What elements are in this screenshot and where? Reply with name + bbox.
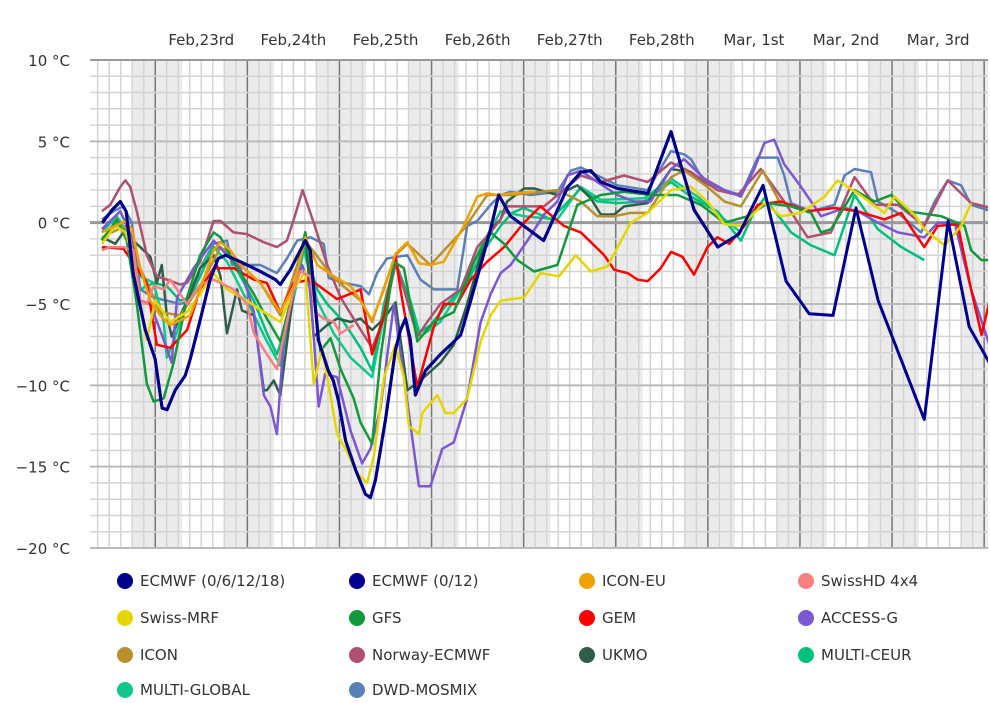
y-tick-label: 0 °C [38,215,70,233]
y-tick-label: −15 °C [16,459,70,477]
series-line-ecmwf-0-6-12-18 [101,130,720,500]
series-line-gem [101,200,988,389]
x-tick-label: Feb,23rd [168,31,234,49]
legend-dot-icon [798,610,814,626]
legend-label: DWD-MOSMIX [372,681,478,699]
legend-item[interactable]: ACCESS-G [798,608,898,628]
legend-label: ECMWF (0/6/12/18) [140,572,286,590]
y-tick-label: −20 °C [16,540,70,558]
legend-dot-icon [117,610,133,626]
legend-label: ICON [140,646,178,664]
legend-dot-icon [117,682,133,698]
legend-dot-icon [579,610,595,626]
temperature-chart: 10 °C 5 °C 0 °C −5 °C −10 °C −15 °C −20 °C Feb… [16,31,988,558]
x-axis: Feb,23rd Feb,24th Feb,25th Feb,26th Feb,27th… [168,31,969,49]
legend-dot-icon [579,647,595,663]
x-tick-label: Feb,25th [353,31,419,49]
legend-label: Norway-ECMWF [372,646,491,664]
legend-item[interactable]: MULTI-CEUR [798,645,912,665]
legend-label: ECMWF (0/12) [372,572,479,590]
series-line-gfs [100,188,988,446]
legend-dot-icon [349,682,365,698]
legend-dot-icon [349,573,365,589]
y-axis: 10 °C 5 °C 0 °C −5 °C −10 °C −15 °C −20 °C [16,52,70,558]
legend-item[interactable]: ICON-EU [579,571,666,591]
legend-label: Swiss-MRF [140,609,219,627]
legend-label: MULTI-CEUR [821,646,912,664]
legend-label: MULTI-GLOBAL [140,681,250,699]
x-tick-label: Feb,27th [537,31,603,49]
legend-dot-icon [349,610,365,626]
legend-item[interactable]: UKMO [579,645,648,665]
legend-item[interactable]: ICON [117,645,178,665]
legend-item[interactable]: ECMWF (0/6/12/18) [117,571,285,591]
legend-dot-icon [798,647,814,663]
legend-label: ICON-EU [602,572,666,590]
legend-item[interactable]: GEM [579,608,636,628]
x-tick-label: Feb,28th [629,31,695,49]
legend: ECMWF (0/6/12/18) ECMWF (0/12) ICON-EU Swis… [0,563,990,703]
legend-item[interactable]: SwissHD 4x4 [798,571,918,591]
y-tick-label: −5 °C [25,296,70,314]
legend-label: ACCESS-G [821,609,899,627]
x-tick-label: Feb,24th [260,31,326,49]
legend-dot-icon [117,573,133,589]
legend-dot-icon [349,647,365,663]
legend-label: GEM [602,609,637,627]
y-tick-label: −10 °C [16,377,70,395]
legend-dot-icon [117,647,133,663]
x-tick-label: Feb,26th [445,31,511,49]
legend-label: SwissHD 4x4 [821,572,919,590]
legend-item[interactable]: Norway-ECMWF [349,645,490,665]
y-tick-label: 10 °C [28,52,70,70]
legend-item[interactable]: ECMWF (0/12) [349,571,479,591]
series-line-swiss-mrf [100,179,973,485]
series-line-icon-eu [101,190,535,327]
legend-item[interactable]: GFS [349,608,402,628]
legend-dot-icon [579,573,595,589]
legend-item[interactable]: Swiss-MRF [117,608,219,628]
legend-label: GFS [372,609,402,627]
x-tick-label: Mar, 1st [723,31,784,49]
legend-dot-icon [798,573,814,589]
x-tick-label: Mar, 2nd [813,31,879,49]
legend-label: UKMO [602,646,648,664]
legend-item[interactable]: DWD-MOSMIX [349,680,477,700]
x-tick-label: Mar, 3rd [907,31,970,49]
series-lines [100,130,988,500]
legend-item[interactable]: MULTI-GLOBAL [117,680,250,700]
y-tick-label: 5 °C [38,133,70,151]
